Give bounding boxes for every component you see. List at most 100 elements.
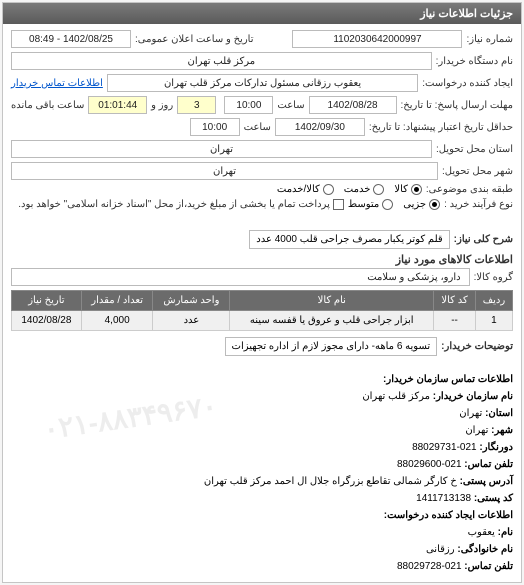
c-name: یعقوب	[468, 527, 495, 538]
row-request-no: شماره نیاز: 1102030642000997 تاریخ و ساع…	[11, 30, 513, 48]
radio-medium-label: متوسط	[348, 199, 379, 210]
radio-icon	[429, 199, 440, 210]
c-province: تهران	[459, 408, 482, 419]
radio-icon	[411, 184, 422, 195]
province-field: تهران	[11, 140, 432, 158]
c-phone-label: تلفن تماس:	[464, 459, 513, 470]
time-label-1: ساعت	[277, 100, 304, 111]
radio-goods-label: کالا	[394, 184, 408, 195]
radio-small[interactable]: جزیی	[403, 199, 440, 210]
radio-goods-service-label: کالا/خدمت	[277, 184, 320, 195]
validity-time-field: 10:00	[190, 118, 240, 136]
c-phone: 021-88029600	[397, 459, 462, 470]
group-field: دارو، پزشکی و سلامت	[11, 268, 470, 286]
announce-field: 1402/08/25 - 08:49	[11, 30, 131, 48]
category-radio-group: کالا خدمت کالا/خدمت	[277, 184, 422, 195]
c-province-label: استان:	[485, 408, 513, 419]
group-label: گروه کالا:	[474, 272, 513, 283]
c-fax-label: دورنگار:	[479, 442, 513, 453]
city-field: تهران	[11, 162, 438, 180]
c-address: خ کارگر شمالی تقاطع بزرگراه جلال ال احمد…	[204, 476, 457, 487]
radio-icon	[373, 184, 384, 195]
check-treasury[interactable]: پرداخت تمام یا بخشی از مبلغ خرید،از محل …	[18, 199, 344, 210]
validity-date-field: 1402/09/30	[275, 118, 365, 136]
radio-small-label: جزیی	[403, 199, 426, 210]
c-fax: 021-88029731	[412, 442, 477, 453]
row-summary: شرح کلی نیاز: قلم کوتر یکبار مصرف جراحی …	[11, 230, 513, 249]
process-radio-group: جزیی متوسط	[348, 199, 440, 210]
td-0: 1	[475, 311, 512, 331]
remaining-suffix: ساعت باقی مانده	[11, 100, 84, 111]
deadline-date-field: 1402/08/28	[309, 96, 397, 114]
td-3: عدد	[153, 311, 230, 331]
province-label: استان محل تحویل:	[436, 144, 513, 155]
td-4: 4,000	[81, 311, 153, 331]
buyer-org-label: نام دستگاه خریدار:	[436, 56, 513, 67]
row-province: استان محل تحویل: تهران	[11, 140, 513, 158]
c-lname-label: نام خانوادگی:	[457, 544, 513, 555]
city-label: شهر محل تحویل:	[442, 166, 513, 177]
time-label-2: ساعت	[244, 122, 271, 133]
row-process: نوع فرآیند خرید : جزیی متوسط پرداخت تمام…	[11, 199, 513, 210]
td-5: 1402/08/28	[12, 311, 82, 331]
deadline-time-field: 10:00	[224, 96, 273, 114]
remaining-days-field: 3	[177, 96, 216, 114]
th-0: ردیف	[475, 291, 512, 311]
announce-label: تاریخ و ساعت اعلان عمومی:	[135, 34, 254, 45]
panel-title: جزئیات اطلاعات نیاز	[3, 3, 521, 24]
c-org: مرکز قلب تهران	[362, 391, 430, 402]
contact-block: ۰۲۱-۸۸۳۴۹۶۷۰ اطلاعات تماس سازمان خریدار:…	[3, 366, 521, 582]
row-validity: حداقل تاریخ اعتبار پیشنهاد: تا تاریخ: 14…	[11, 118, 513, 136]
th-1: کد کالا	[434, 291, 476, 311]
request-no-label: شماره نیاز:	[466, 34, 513, 45]
c-lname: رزقانی	[426, 544, 455, 555]
row-group: گروه کالا: دارو، پزشکی و سلامت	[11, 268, 513, 286]
summary-label: شرح کلی نیاز:	[454, 234, 513, 245]
radio-icon	[382, 199, 393, 210]
buyer-notes-field: تسویه 6 ماهه- دارای مجوز لازم از اداره ت…	[225, 337, 438, 356]
radio-service[interactable]: خدمت	[344, 184, 385, 195]
radio-goods[interactable]: کالا	[394, 184, 422, 195]
row-buyer-notes: توضیحات خریدار: تسویه 6 ماهه- دارای مجوز…	[11, 337, 513, 356]
c-cphone: 021-88029728	[397, 561, 462, 572]
buyer-contact-link[interactable]: اطلاعات تماس خریدار	[11, 78, 103, 89]
process-label: نوع فرآیند خرید :	[444, 199, 513, 210]
buyer-notes-label: توضیحات خریدار:	[441, 341, 513, 352]
panel-body: شماره نیاز: 1102030642000997 تاریخ و ساع…	[3, 24, 521, 366]
radio-goods-service[interactable]: کالا/خدمت	[277, 184, 334, 195]
c-org-label: نام سازمان خریدار:	[433, 391, 513, 402]
th-4: تعداد / مقدار	[81, 291, 153, 311]
row-category: طبقه بندی موضوعی: کالا خدمت کالا/خدمت	[11, 184, 513, 195]
category-label: طبقه بندی موضوعی:	[426, 184, 513, 195]
c-name-label: نام:	[498, 527, 513, 538]
validity-label: حداقل تاریخ اعتبار پیشنهاد: تا تاریخ:	[369, 122, 513, 133]
c-postcode-label: کد پستی:	[474, 493, 513, 504]
th-5: تاریخ نیاز	[12, 291, 82, 311]
creator-label: ایجاد کننده درخواست:	[422, 78, 513, 89]
c-city-label: شهر:	[491, 425, 513, 436]
row-buyer-org: نام دستگاه خریدار: مرکز قلب تهران	[11, 52, 513, 70]
row-city: شهر محل تحویل: تهران	[11, 162, 513, 180]
request-no-field: 1102030642000997	[292, 30, 462, 48]
radio-service-label: خدمت	[344, 184, 371, 195]
th-3: واحد شمارش	[153, 291, 230, 311]
deadline-label: مهلت ارسال پاسخ: تا تاریخ:	[401, 100, 513, 111]
radio-medium[interactable]: متوسط	[348, 199, 393, 210]
td-1: --	[434, 311, 476, 331]
summary-field: قلم کوتر یکبار مصرف جراحی قلب 4000 عدد	[249, 230, 449, 249]
creator-field: یعقوب رزقانی مسئول تدارکات مرکز قلب تهرا…	[107, 74, 418, 92]
radio-icon	[323, 184, 334, 195]
th-2: نام کالا	[230, 291, 434, 311]
remaining-day-label: روز و	[151, 100, 173, 111]
remaining-time-field: 01:01:44	[88, 96, 147, 114]
creator-title: اطلاعات ایجاد کننده درخواست:	[384, 510, 513, 521]
checkbox-icon	[333, 199, 344, 210]
details-panel: جزئیات اطلاعات نیاز شماره نیاز: 11020306…	[2, 2, 522, 583]
row-creator: ایجاد کننده درخواست: یعقوب رزقانی مسئول …	[11, 74, 513, 92]
table-header-row: ردیف کد کالا نام کالا واحد شمارش تعداد /…	[12, 291, 513, 311]
items-section-title: اطلاعات کالاهای مورد نیاز	[11, 253, 513, 266]
process-note: پرداخت تمام یا بخشی از مبلغ خرید،از محل …	[18, 199, 330, 210]
c-postcode: 1411713138	[416, 493, 471, 504]
row-deadline: مهلت ارسال پاسخ: تا تاریخ: 1402/08/28 سا…	[11, 96, 513, 114]
table-row: 1 -- ابزار جراحی قلب و عروق یا قفسه سینه…	[12, 311, 513, 331]
